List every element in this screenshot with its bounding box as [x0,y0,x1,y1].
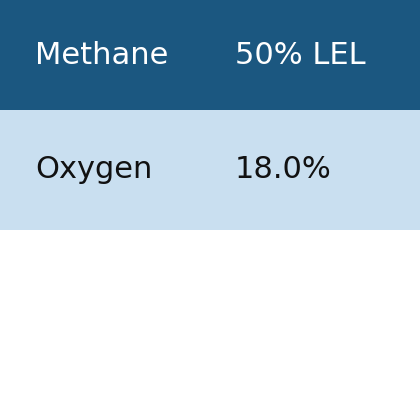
Text: Oxygen: Oxygen [35,155,152,184]
Text: Methane: Methane [35,40,168,69]
Bar [0,230,420,420]
Text: 18.0%: 18.0% [235,155,332,184]
Text: 50% LEL: 50% LEL [235,40,366,69]
Bar [0,0,420,110]
Bar [0,110,420,230]
